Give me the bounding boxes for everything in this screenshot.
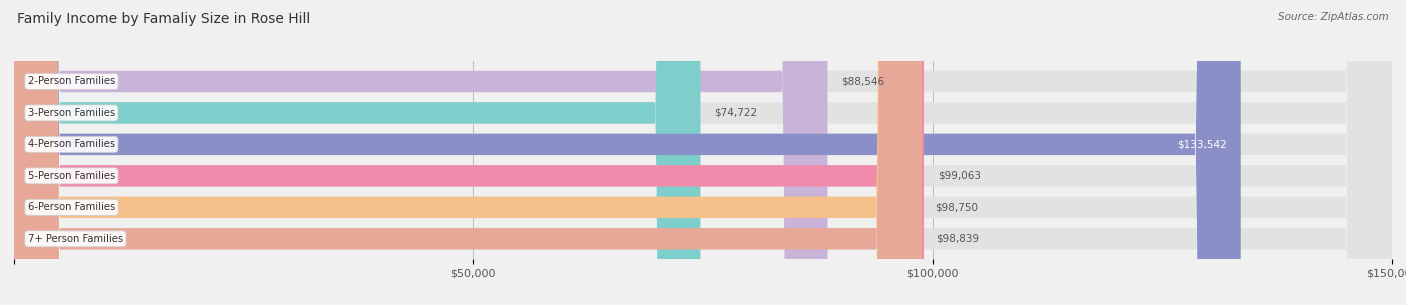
Text: $133,542: $133,542	[1177, 139, 1227, 149]
FancyBboxPatch shape	[14, 0, 1392, 305]
Text: $98,750: $98,750	[935, 202, 979, 212]
Text: 7+ Person Families: 7+ Person Families	[28, 234, 122, 244]
Text: 6-Person Families: 6-Person Families	[28, 202, 115, 212]
Text: 2-Person Families: 2-Person Families	[28, 77, 115, 86]
FancyBboxPatch shape	[14, 0, 1240, 305]
Text: 4-Person Families: 4-Person Families	[28, 139, 115, 149]
FancyBboxPatch shape	[14, 0, 1392, 305]
Text: Family Income by Famaliy Size in Rose Hill: Family Income by Famaliy Size in Rose Hi…	[17, 12, 311, 26]
Text: $98,839: $98,839	[936, 234, 979, 244]
Text: $99,063: $99,063	[938, 171, 981, 181]
Text: $88,546: $88,546	[841, 77, 884, 86]
FancyBboxPatch shape	[14, 0, 1392, 305]
FancyBboxPatch shape	[14, 0, 1392, 305]
FancyBboxPatch shape	[14, 0, 1392, 305]
FancyBboxPatch shape	[14, 0, 700, 305]
FancyBboxPatch shape	[14, 0, 921, 305]
FancyBboxPatch shape	[14, 0, 1392, 305]
FancyBboxPatch shape	[14, 0, 922, 305]
Text: 3-Person Families: 3-Person Families	[28, 108, 115, 118]
Text: Source: ZipAtlas.com: Source: ZipAtlas.com	[1278, 12, 1389, 22]
Text: $74,722: $74,722	[714, 108, 758, 118]
FancyBboxPatch shape	[14, 0, 924, 305]
Text: 5-Person Families: 5-Person Families	[28, 171, 115, 181]
FancyBboxPatch shape	[14, 0, 828, 305]
